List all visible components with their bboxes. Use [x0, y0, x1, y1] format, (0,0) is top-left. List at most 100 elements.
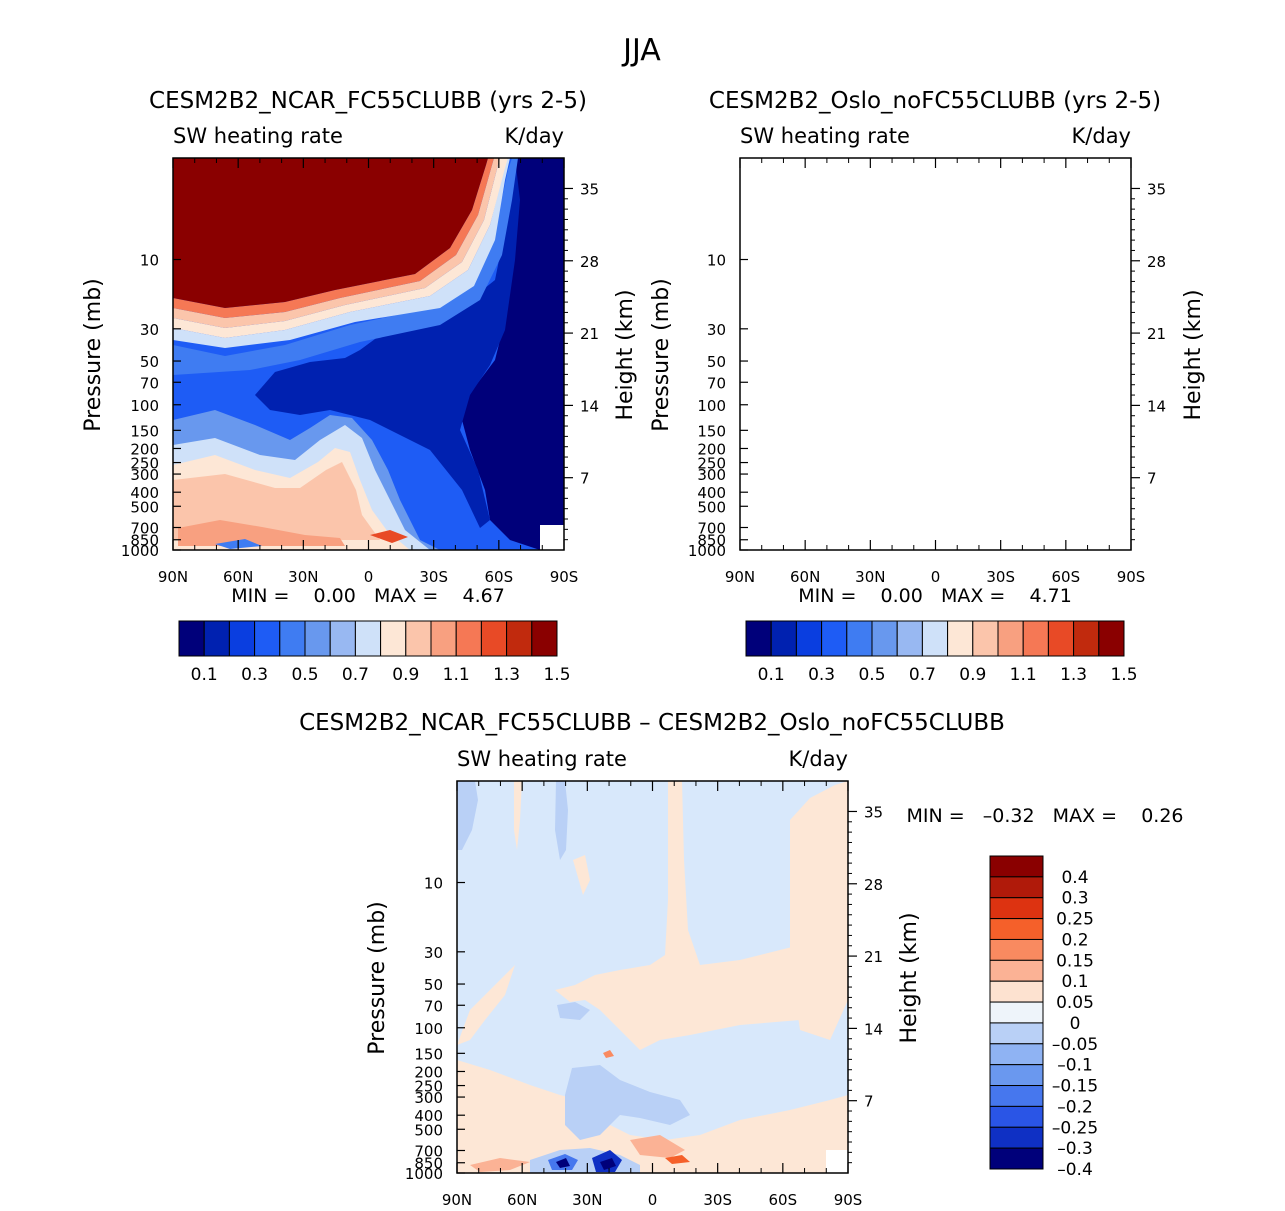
- colorbar-label: –0.05: [1052, 1035, 1098, 1055]
- colorbar-label: –0.1: [1057, 1056, 1093, 1076]
- plot-frame: [739, 157, 1132, 551]
- panel-bottom: CESM2B2_NCAR_FC55CLUBB – CESM2B2_Oslo_no…: [299, 710, 1183, 1209]
- y-tick-label: 30: [140, 321, 159, 339]
- positive-band-equator: [457, 781, 848, 1173]
- y-tick-label: 700: [414, 1143, 443, 1161]
- colorbar-cell: [254, 620, 281, 657]
- positive-patch-near-eq: [630, 1135, 685, 1158]
- colorbar-label: –0.3: [1057, 1139, 1093, 1159]
- colorbar-cell: [506, 620, 533, 657]
- colorbar-cell: [972, 620, 999, 657]
- y-axis-title: Pressure (mb): [81, 278, 106, 432]
- y-tick-label: 100: [414, 1020, 443, 1038]
- colorbar-label: 0.4: [1061, 868, 1088, 888]
- y-tick-label: 300: [414, 1089, 443, 1107]
- positive-patch-upper-mid: [573, 855, 590, 895]
- units-label: K/day: [505, 124, 564, 148]
- positive-patch-upper-left: [514, 781, 522, 850]
- colorbar-cell: [279, 620, 306, 657]
- colorbar-cell: [989, 876, 1044, 899]
- y2-axis-title: Height (km): [1181, 289, 1206, 420]
- colorbar-cell: [795, 620, 823, 657]
- x-axis: 90N 60N 30N 0 30S 60S 90S: [158, 158, 578, 586]
- x-tick-label: 30N: [855, 568, 885, 586]
- y-tick-label: 200: [414, 1063, 443, 1081]
- y-tick-label: 150: [697, 422, 726, 440]
- contour-field: [740, 158, 1131, 550]
- level-0.8-band: [740, 158, 1077, 348]
- colorbar-cell: [989, 938, 1044, 961]
- level-1.2-region: [178, 520, 345, 546]
- stats-label: MIN = 0.00 MAX = 4.67: [231, 585, 505, 607]
- y-tick-label: 400: [414, 1107, 443, 1125]
- max-region: [740, 158, 1055, 308]
- x-tick-label: 60S: [1052, 568, 1081, 586]
- colorbar-cell: [921, 620, 949, 657]
- variable-label: SW heating rate: [740, 124, 910, 148]
- colorbar-cell: [989, 1105, 1044, 1128]
- x-tick-label: 60N: [223, 568, 253, 586]
- colorbar-cell: [455, 620, 482, 657]
- units-label: K/day: [1072, 124, 1131, 148]
- missing-data-box: [826, 1150, 848, 1173]
- panel-title: CESM2B2_Oslo_noFC55CLUBB (yrs 2-5): [709, 88, 1161, 114]
- level-0.1-region: [1029, 158, 1131, 550]
- colorbar-cell: [329, 620, 356, 657]
- y-tick-label: 100: [697, 397, 726, 415]
- colorbar-label: 0.9: [392, 665, 419, 685]
- stats-label: MIN = 0.00 MAX = 4.71: [798, 585, 1072, 607]
- colorbar-cell: [745, 620, 772, 657]
- y-axis-right: 35 28 21 14 7: [564, 180, 599, 541]
- y-axis-right: 35 28 21 14 7: [848, 803, 883, 1164]
- colorbar-label: 0.1: [1061, 972, 1088, 992]
- colorbar-label: 0.3: [1061, 889, 1088, 909]
- colorbar-cell: [480, 620, 508, 657]
- y2-tick-label: 35: [1147, 180, 1166, 198]
- y-tick-label: 70: [707, 374, 726, 392]
- x-tick-label: 90S: [834, 1191, 863, 1209]
- min-blue-patch: [779, 540, 825, 549]
- colorbar-cell: [989, 1085, 1044, 1107]
- y-tick-label: 10: [424, 875, 443, 893]
- colorbar-cell: [989, 1043, 1044, 1066]
- figure-title: JJA: [621, 33, 661, 68]
- level-0.9-band: [173, 158, 508, 338]
- positive-surface-north: [470, 1158, 530, 1172]
- units-label: K/day: [789, 747, 848, 771]
- colorbar-cell: [203, 620, 230, 657]
- y2-tick-label: 21: [864, 948, 883, 966]
- colorbar-cell: [405, 620, 432, 657]
- y-tick-label: 50: [140, 353, 159, 371]
- level-1.4-region: [370, 530, 408, 543]
- colorbar-cell: [989, 1064, 1044, 1087]
- y-tick-label: 30: [424, 944, 443, 962]
- colorbar-cell: [989, 918, 1044, 940]
- positive-patch-high-lat-south: [790, 781, 848, 1040]
- y-tick-label: 700: [697, 520, 726, 538]
- negative-core-30N-c: [600, 1158, 616, 1170]
- colorbar-cell: [846, 620, 873, 657]
- colorbar-label: 0.3: [241, 665, 268, 685]
- colorbar-cell: [997, 620, 1024, 657]
- negative-core-45N: [556, 1158, 570, 1168]
- y2-tick-label: 14: [1147, 397, 1166, 415]
- colorbar-label: 0.1: [758, 665, 785, 685]
- negative-patch-upper-mid: [555, 781, 568, 860]
- colorbar-label: 0.5: [291, 665, 318, 685]
- x-tick-label: 0: [931, 568, 941, 586]
- y2-tick-label: 21: [580, 325, 599, 343]
- y-tick-label: 850: [697, 532, 726, 550]
- negative-patch-upper-left: [457, 781, 478, 850]
- colorbar-label: 1.1: [1010, 665, 1037, 685]
- colorbar-cell: [770, 620, 797, 657]
- colorbar-label: 1.5: [543, 665, 570, 685]
- colorbar-cell: [354, 620, 382, 657]
- y-tick-label: 700: [130, 520, 159, 538]
- level-1.3-band: [740, 158, 1061, 318]
- level-1.0-region: [740, 456, 947, 540]
- x-axis: 90N 60N 30N 0 30S 60S 90S: [442, 781, 862, 1209]
- variable-label: SW heating rate: [173, 124, 343, 148]
- y2-tick-label: 7: [580, 470, 590, 488]
- y-tick-label: 850: [130, 532, 159, 550]
